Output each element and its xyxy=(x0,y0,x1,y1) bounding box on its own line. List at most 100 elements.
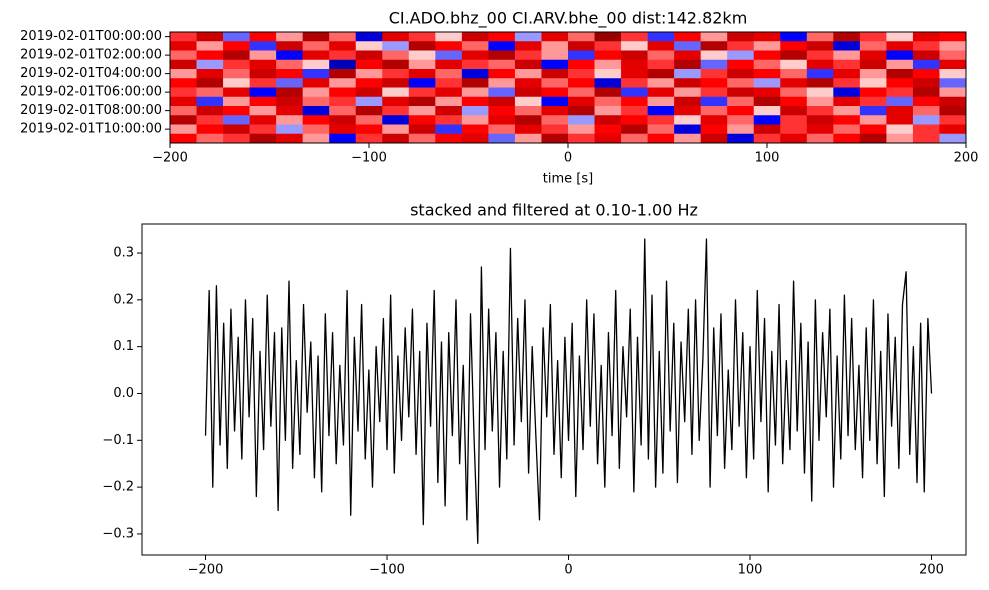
heatmap-cell xyxy=(594,133,622,144)
heatmap-cell xyxy=(541,78,569,88)
heatmap-cell xyxy=(435,41,463,51)
heatmap-cell xyxy=(647,115,675,125)
heatmap-cell xyxy=(700,87,728,98)
heatmap-cell xyxy=(647,69,675,79)
heatmap-cell xyxy=(594,50,622,61)
heatmap-cell xyxy=(939,124,967,135)
heatmap-cell xyxy=(859,78,887,88)
y-tick-label: 2019-02-01T10:00:00 xyxy=(20,122,162,137)
heatmap-cell xyxy=(753,78,781,88)
heatmap-cell xyxy=(859,41,887,51)
heatmap-cell xyxy=(196,106,224,116)
x-tick-label: 0 xyxy=(564,151,572,166)
heatmap-cell xyxy=(939,69,967,79)
heatmap-cell xyxy=(939,32,967,42)
heatmap-cell xyxy=(355,133,383,144)
heatmap-cell xyxy=(382,115,410,125)
heatmap-cell xyxy=(833,115,861,125)
heatmap-cell xyxy=(647,78,675,88)
heatmap-cell xyxy=(674,78,701,88)
heatmap-cell xyxy=(408,115,436,125)
heatmap-cell xyxy=(514,96,542,107)
heatmap-cell xyxy=(833,69,861,79)
heatmap-cell xyxy=(647,59,675,70)
heatmap-cell xyxy=(859,115,887,125)
axes-frame xyxy=(169,31,967,144)
heatmap-cell xyxy=(780,87,808,98)
heatmap-cell xyxy=(780,50,808,61)
heatmap-cell xyxy=(939,115,967,125)
heatmap-cell xyxy=(647,32,675,42)
heatmap-cell xyxy=(859,50,887,61)
heatmap-cell xyxy=(223,96,250,107)
heatmap-cell xyxy=(674,41,701,51)
heatmap-cell xyxy=(488,50,516,61)
heatmap-cell xyxy=(727,115,755,125)
heatmap-cell xyxy=(249,96,277,107)
heatmap-cell xyxy=(382,87,410,98)
heatmap-cell xyxy=(382,133,410,144)
heatmap-cell xyxy=(276,41,303,51)
heatmap-cell xyxy=(594,69,622,79)
heatmap-cell xyxy=(355,78,383,88)
heatmap-cell xyxy=(329,50,357,61)
heatmap-cell xyxy=(621,59,648,70)
heatmap-cell xyxy=(912,32,940,42)
heatmap-cell xyxy=(912,59,940,70)
heatmap-cell xyxy=(435,106,463,116)
heatmap-cell xyxy=(196,59,224,70)
heatmap-cell xyxy=(329,96,357,107)
heatmap-cell xyxy=(514,115,542,125)
heatmap-cell xyxy=(833,133,861,144)
heatmap-cell xyxy=(912,124,940,135)
heatmap-cell xyxy=(859,87,887,98)
heatmap-cell xyxy=(249,87,277,98)
heatmap-cell xyxy=(568,87,595,98)
heatmap-cell xyxy=(302,50,330,61)
heatmap-cell xyxy=(833,41,861,51)
heatmap-cell xyxy=(594,32,622,42)
heatmap-cell xyxy=(435,50,463,61)
heatmap-cell xyxy=(727,32,755,42)
heatmap-cell xyxy=(329,41,357,51)
line-series xyxy=(204,238,933,544)
x-tick-label: 0 xyxy=(564,563,572,578)
heatmap-cell xyxy=(408,41,436,51)
heatmap-cell xyxy=(461,106,489,116)
heatmap-cell xyxy=(276,69,303,79)
heatmap-cell xyxy=(461,32,489,42)
heatmap-cell xyxy=(886,87,914,98)
heatmap-cell xyxy=(806,41,834,51)
heatmap-cell xyxy=(647,50,675,61)
heatmap-cell xyxy=(249,50,277,61)
heatmap-cell xyxy=(568,133,595,144)
y-tick-label: −0.2 xyxy=(102,480,134,495)
heatmap-cell xyxy=(647,124,675,135)
heatmap-cell xyxy=(674,32,701,42)
heatmap-cell xyxy=(435,133,463,144)
heatmap-cell xyxy=(514,69,542,79)
heatmap-cell xyxy=(727,59,755,70)
heatmap-cell xyxy=(886,32,914,42)
heatmap-cell xyxy=(223,59,250,70)
heatmap-cell xyxy=(408,59,436,70)
heatmap-cell xyxy=(727,50,755,61)
heatmap-cell xyxy=(276,133,303,144)
heatmap-cell xyxy=(700,115,728,125)
heatmap-cell xyxy=(568,41,595,51)
heatmap-cell xyxy=(488,133,516,144)
heatmap-cell xyxy=(196,78,224,88)
heatmap-cell xyxy=(541,87,569,98)
heatmap-cell xyxy=(329,78,357,88)
heatmap-cell xyxy=(249,106,277,116)
heatmap-cell xyxy=(753,32,781,42)
heatmap-cell xyxy=(514,59,542,70)
heatmap-cell xyxy=(753,69,781,79)
heatmap-cell xyxy=(621,106,648,116)
heatmap-cell xyxy=(700,106,728,116)
heatmap-cell xyxy=(912,133,940,144)
heatmap-cell xyxy=(435,124,463,135)
heatmap-cell xyxy=(674,87,701,98)
heatmap-cell xyxy=(302,124,330,135)
heatmap-cell xyxy=(780,106,808,116)
